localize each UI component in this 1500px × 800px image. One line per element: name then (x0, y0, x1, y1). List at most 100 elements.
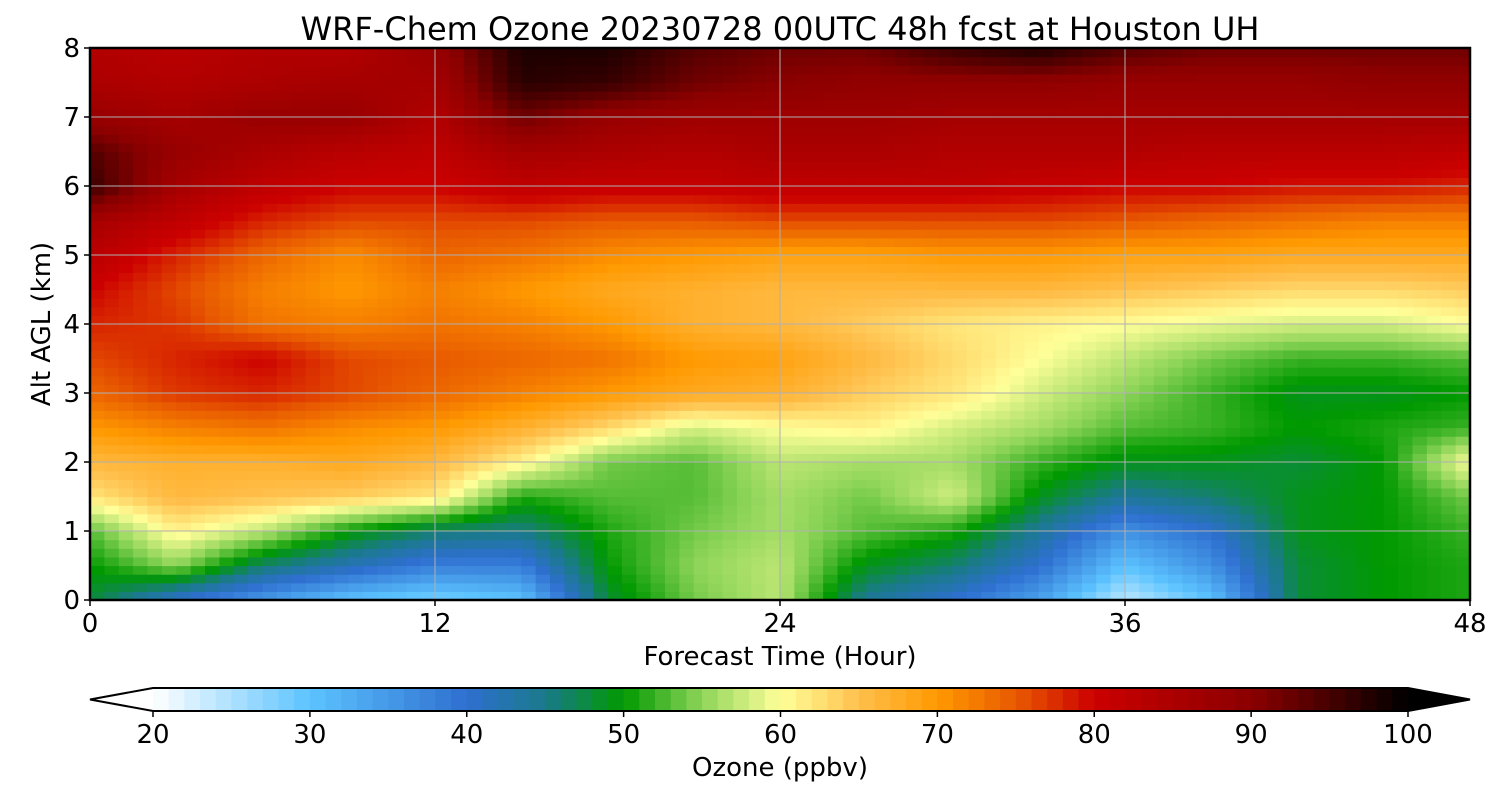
heatmap-cell (478, 393, 494, 403)
heatmap-cell (952, 410, 968, 420)
heatmap-cell (190, 255, 206, 265)
heatmap-cell (1311, 531, 1327, 541)
heatmap-cell (722, 186, 738, 196)
heatmap-cell (233, 487, 249, 498)
heatmap-cell (1125, 349, 1140, 360)
heatmap-cell (952, 565, 968, 575)
heatmap-cell (391, 427, 407, 437)
heatmap-cell (909, 220, 925, 230)
heatmap-cell (1369, 211, 1385, 222)
heatmap-cell (1168, 186, 1184, 196)
heatmap-cell (147, 177, 163, 187)
heatmap-cell (435, 160, 450, 170)
heatmap-cell (320, 384, 335, 394)
heatmap-cell (1240, 272, 1255, 282)
heatmap-cell (1139, 522, 1155, 532)
heatmap-cell (492, 306, 508, 316)
heatmap-cell (133, 255, 149, 265)
heatmap-cell (578, 591, 594, 601)
heatmap-cell (794, 246, 810, 256)
heatmap-cell (1326, 574, 1342, 584)
heatmap-cell (981, 513, 997, 523)
heatmap-cell (1196, 522, 1212, 532)
heatmap-cell (1024, 289, 1040, 299)
heatmap-cell (391, 272, 407, 282)
heatmap-cell (291, 211, 307, 222)
heatmap-cell (1383, 401, 1399, 411)
heatmap-cell (751, 289, 767, 299)
heatmap-cell (1455, 324, 1471, 334)
heatmap-cell (650, 280, 666, 291)
heatmap-cell (377, 401, 393, 411)
heatmap-cell (751, 410, 767, 420)
heatmap-cell (1441, 513, 1457, 523)
heatmap-cell (478, 384, 494, 394)
heatmap-cell (1355, 367, 1370, 377)
heatmap-cell (506, 246, 522, 256)
heatmap-cell (1038, 160, 1054, 170)
heatmap-cell (550, 513, 565, 523)
heatmap-cell (851, 263, 867, 273)
heatmap-cell (406, 194, 422, 204)
heatmap-cell (435, 220, 450, 230)
heatmap-cell (621, 168, 637, 178)
heatmap-cell (995, 496, 1011, 506)
heatmap-cell (1426, 427, 1442, 437)
heatmap-cell (823, 401, 839, 411)
heatmap-cell (262, 194, 278, 204)
heatmap-cell (406, 548, 422, 558)
heatmap-cell (708, 280, 724, 291)
heatmap-cell (391, 393, 407, 403)
heatmap-cell (262, 186, 278, 196)
heatmap-cell (1297, 237, 1313, 247)
heatmap-cell (981, 479, 997, 489)
heatmap-cell (104, 513, 120, 523)
heatmap-cell (1096, 375, 1112, 385)
heatmap-cell (636, 194, 652, 204)
heatmap-cell (219, 410, 235, 420)
heatmap-cell (1225, 358, 1241, 368)
heatmap-cell (679, 582, 695, 592)
heatmap-cell (708, 237, 724, 247)
heatmap-cell (535, 427, 551, 437)
heatmap-cell (923, 444, 939, 454)
heatmap-cell (837, 453, 853, 463)
heatmap-cell (262, 315, 278, 325)
heatmap-cell (952, 418, 968, 429)
heatmap-cell (1168, 220, 1184, 230)
heatmap-cell (1426, 272, 1442, 282)
heatmap-cell (895, 591, 910, 601)
heatmap-cell (1182, 237, 1198, 247)
heatmap-cell (1240, 565, 1255, 575)
heatmap-cell (377, 582, 393, 592)
heatmap-cell (363, 496, 379, 506)
heatmap-cell (1168, 177, 1184, 187)
heatmap-cell (621, 513, 637, 523)
heatmap-cell (1240, 358, 1255, 368)
heatmap-cell (363, 358, 379, 368)
heatmap-cell (1340, 436, 1356, 446)
heatmap-cell (909, 505, 925, 515)
heatmap-cell (478, 177, 494, 187)
heatmap-cell (348, 367, 364, 377)
heatmap-cell (765, 315, 781, 325)
heatmap-cell (880, 393, 896, 403)
heatmap-cell (133, 479, 149, 489)
heatmap-cell (1096, 186, 1112, 196)
heatmap-cell (1182, 367, 1198, 377)
heatmap-cell (1024, 255, 1040, 265)
heatmap-cell (995, 289, 1011, 299)
heatmap-cell (808, 255, 824, 265)
heatmap-cell (1441, 436, 1457, 446)
heatmap-cell (995, 470, 1011, 480)
heatmap-cell (1096, 531, 1112, 541)
heatmap-cell (995, 229, 1011, 239)
heatmap-cell (1297, 393, 1313, 403)
heatmap-cell (923, 332, 939, 342)
heatmap-cell (1398, 367, 1414, 377)
heatmap-cell (1153, 186, 1169, 196)
heatmap-cell (118, 151, 134, 161)
heatmap-cell (578, 479, 594, 489)
heatmap-cell (1311, 237, 1327, 247)
heatmap-cell (851, 358, 867, 368)
